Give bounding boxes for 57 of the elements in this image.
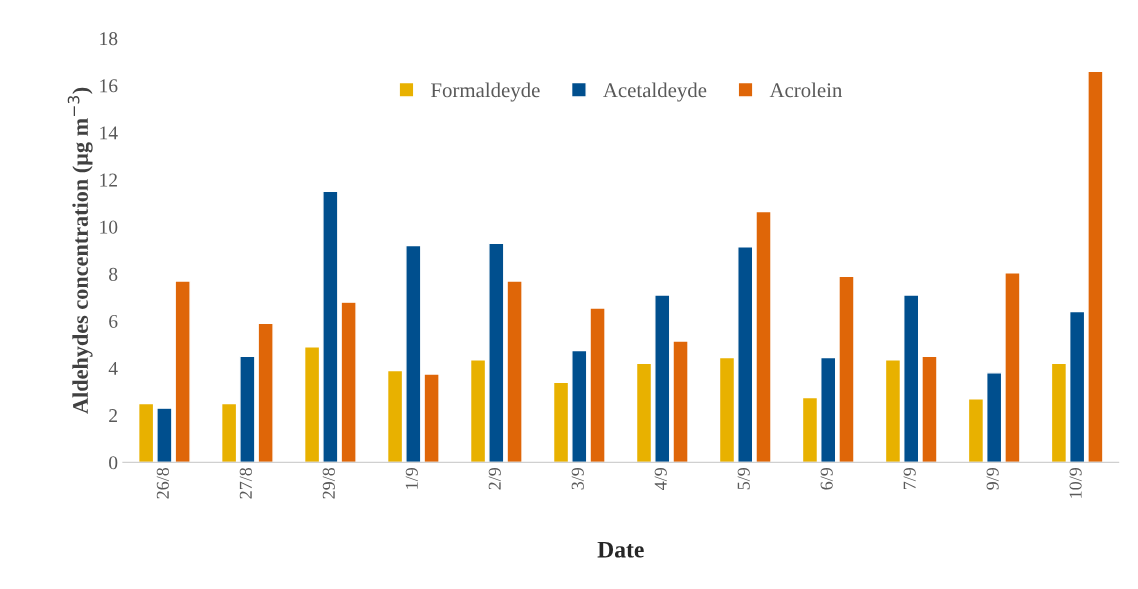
bar [820,356,837,463]
x-tick-label: 7/9 [903,467,916,490]
y-tick-label: 6 [109,314,118,328]
x-tick-label: 1/9 [405,467,418,489]
bar [1004,272,1021,463]
x-tick-label: 5/9 [737,467,750,490]
x-axis-title: Date [597,541,644,558]
x-tick-label: 29/8 [322,467,335,499]
y-tick-label: 16 [100,79,118,93]
y-tick-label: 2 [109,409,117,422]
legend-label: Acrolein [769,82,843,98]
bar [838,275,855,463]
bar [801,396,819,463]
bar [423,373,440,463]
x-tick-label: 10/9 [1069,467,1082,498]
y-tick-label: 4 [108,362,118,375]
bar [506,280,523,463]
legend-label: Formaldeyde [431,82,540,102]
bar [718,356,736,463]
bar [903,294,920,463]
bar [1050,362,1068,463]
y-tick-label: 18 [100,32,118,46]
x-tick-label: 26/8 [156,467,169,499]
bar [220,402,238,463]
bar [488,242,505,463]
bar [571,349,588,463]
bar [921,355,938,463]
x-tick-label: 6/9 [820,467,833,490]
bar [469,359,487,463]
bar [1069,310,1086,463]
bar [967,398,985,463]
y-tick-label: 10 [100,220,118,234]
bar [737,246,754,463]
legend-label: Acetaldeyde [603,82,707,102]
bar [386,369,404,463]
bar [137,402,155,463]
bar [654,294,671,463]
y-axis-title: Aldehydes concentration (µg m$^{−3}$) [67,87,93,414]
y-tick-label: 14 [100,126,118,140]
y-tick-label: 0 [109,456,118,470]
bar [986,372,1003,463]
bar [884,359,902,463]
bar [755,210,772,463]
y-tick-label: 8 [109,267,118,281]
x-tick-label: 9/9 [986,467,999,490]
bar [635,362,653,463]
bar [303,346,321,463]
y-tick-label: 12 [100,173,117,187]
bar [1087,70,1104,463]
bar [405,244,422,463]
bar [552,381,570,463]
x-tick-label: 3/9 [571,467,584,490]
x-tick-label: 27/8 [239,467,252,499]
x-tick-label: 2/9 [488,467,501,490]
bar [672,340,689,463]
bar [589,307,606,463]
x-tick-label: 4/9 [654,467,667,490]
